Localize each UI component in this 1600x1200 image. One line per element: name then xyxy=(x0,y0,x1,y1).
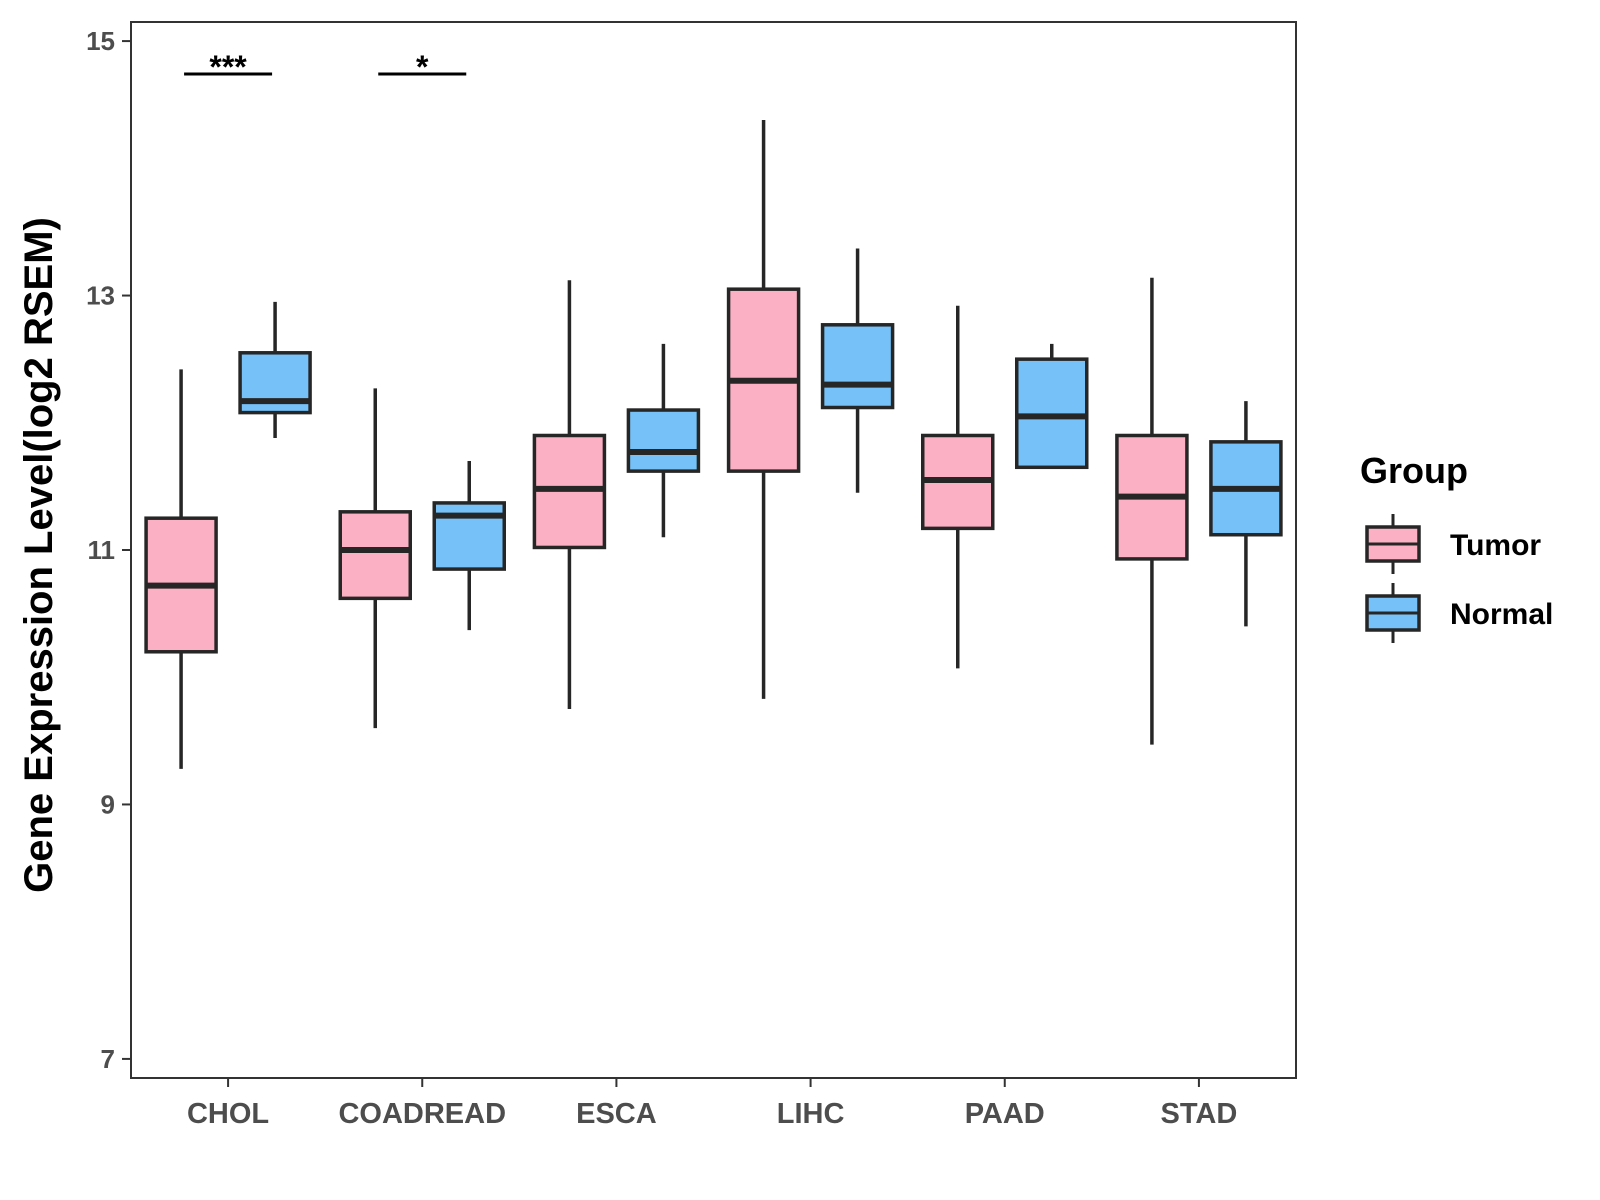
box-body xyxy=(338,510,412,601)
legend-label: Normal xyxy=(1450,598,1553,631)
y-tick-label: 13 xyxy=(86,281,115,311)
x-tick-label: CHOL xyxy=(187,1098,269,1130)
legend-item-tumor: Tumor xyxy=(1365,514,1541,574)
box-body xyxy=(626,408,701,473)
y-tick-label: 15 xyxy=(86,26,115,56)
y-axis-title: Gene Expression Level(log2 RSEM) xyxy=(17,217,61,893)
legend: Group Tumor Normal xyxy=(1360,450,1553,643)
significance-label: *** xyxy=(209,49,247,85)
box-normal-lihc xyxy=(820,248,895,493)
box-tumor-coadread xyxy=(338,388,412,729)
x-tick-label: LIHC xyxy=(777,1098,845,1130)
box-tumor-lihc xyxy=(726,119,801,699)
x-tick-label: STAD xyxy=(1161,1098,1238,1130)
y-tick-label: 7 xyxy=(101,1044,115,1074)
x-tick-label: ESCA xyxy=(576,1098,657,1130)
legend-item-normal: Normal xyxy=(1365,583,1553,643)
boxes-layer xyxy=(144,119,1283,769)
box-normal-stad xyxy=(1209,401,1283,627)
significance-coadread: * xyxy=(378,49,467,85)
legend-title: Group xyxy=(1360,450,1468,491)
box-normal-coadread xyxy=(432,460,506,631)
box-normal-paad xyxy=(1015,343,1089,470)
y-tick-label: 11 xyxy=(88,535,116,565)
x-tick-label: PAAD xyxy=(965,1098,1045,1130)
box-tumor-paad xyxy=(921,305,995,669)
y-tick-label: 9 xyxy=(101,789,115,819)
box-body xyxy=(820,323,895,410)
y-axis: 7 9 11 13 15 xyxy=(86,26,131,1074)
box-tumor-chol xyxy=(144,369,218,769)
significance-layer: *** * xyxy=(184,49,467,85)
box-normal-chol xyxy=(238,301,312,439)
box-tumor-esca xyxy=(532,280,607,710)
x-axis: CHOL COADREAD ESCA LIHC PAAD STAD xyxy=(187,1078,1237,1130)
x-tick-label: COADREAD xyxy=(338,1098,506,1130)
box-normal-esca xyxy=(626,343,701,538)
box-body xyxy=(1015,357,1089,470)
box-tumor-stad xyxy=(1115,277,1189,745)
significance-label: * xyxy=(416,49,429,85)
significance-chol: *** xyxy=(184,49,273,85)
legend-label: Tumor xyxy=(1450,529,1541,562)
